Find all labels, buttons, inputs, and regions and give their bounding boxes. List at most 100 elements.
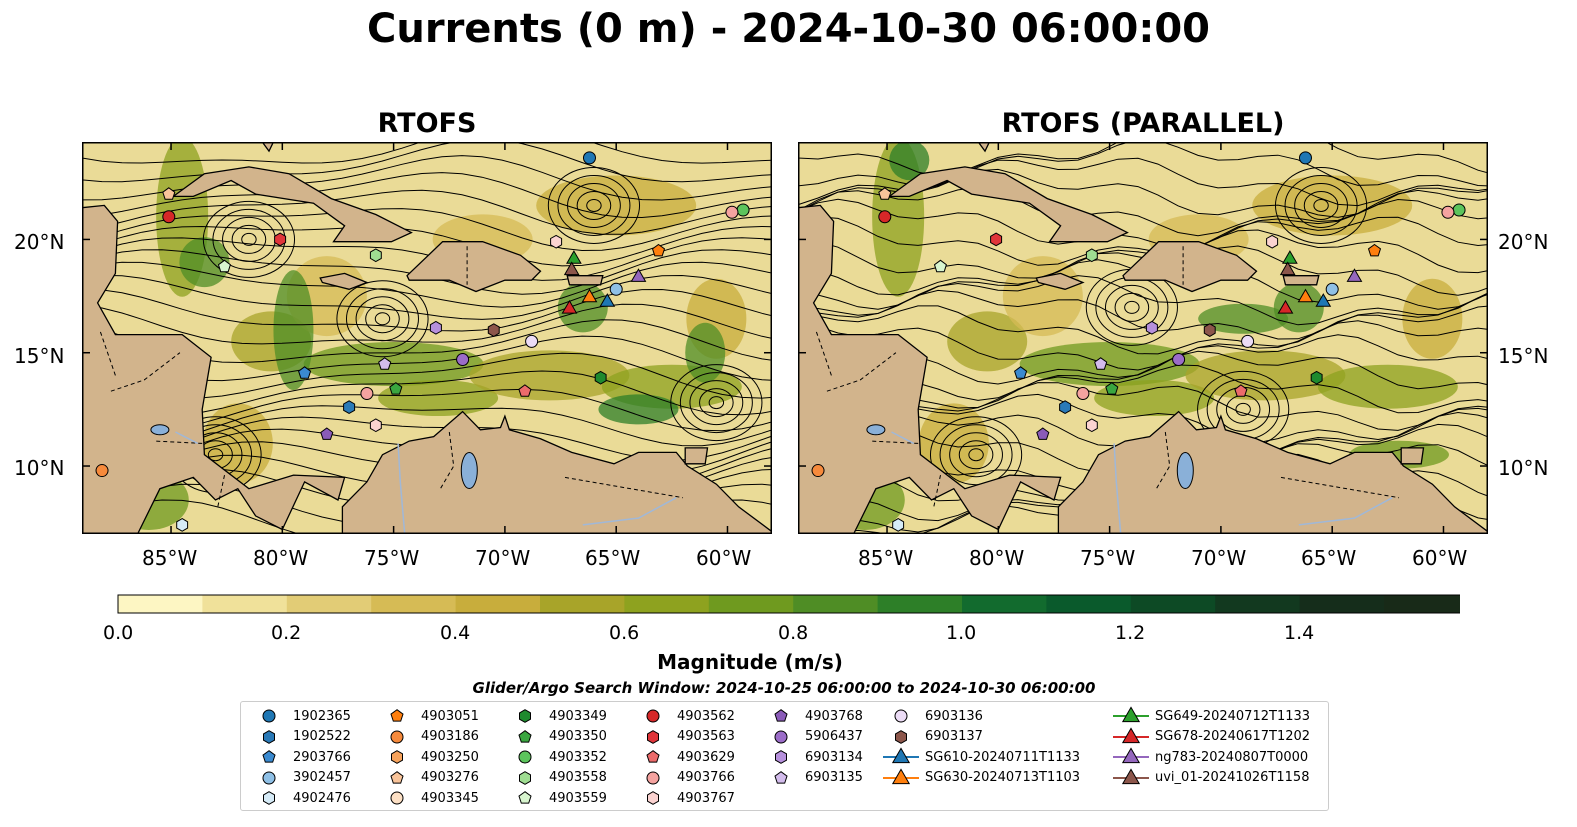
marker-1902365 — [582, 151, 596, 165]
search-window-text: Glider/Argo Search Window: 2024-10-25 06… — [472, 679, 1096, 697]
legend-item-6903135: 6903135 — [761, 768, 863, 788]
legend-item-5906437: 5906437 — [761, 727, 863, 747]
circle-marker-icon — [262, 709, 276, 723]
lakes — [150, 424, 478, 490]
pentagon-marker-icon — [774, 770, 788, 784]
legend-item-6903134: 6903134 — [761, 747, 863, 767]
legend-label: 4903250 — [421, 749, 479, 765]
hexagon-marker-icon — [263, 791, 275, 806]
marker-4903352 — [1452, 203, 1466, 217]
lon-tick-label: 60°W — [1412, 546, 1468, 570]
pentagon-marker-icon — [262, 750, 276, 763]
legend-item-4903276: 4903276 — [377, 768, 479, 788]
lon-tick-label: 85°W — [858, 546, 914, 570]
legend-label: SG649-20240712T1133 — [1155, 708, 1311, 724]
landmass-trinidad — [1400, 447, 1425, 465]
map-frame — [798, 142, 1488, 534]
lon-tick-label: 65°W — [1301, 546, 1357, 570]
lat-tick-label: 15°N — [14, 344, 65, 368]
legend-label: 4903352 — [549, 749, 607, 765]
landmass-florida — [977, 142, 991, 153]
marker-6903135 — [378, 357, 392, 370]
marker-4903186 — [95, 464, 109, 478]
legend-item-4903629: 4903629 — [633, 747, 735, 767]
landmass-jamaica — [319, 272, 369, 290]
legend-label: 1902365 — [293, 708, 351, 724]
legend-item-4903186: 4903186 — [377, 727, 479, 747]
marker-4903767 — [550, 234, 563, 249]
marker-4903350 — [389, 382, 403, 395]
marker-6903134 — [429, 320, 442, 335]
lake-maracaibo — [460, 452, 478, 490]
legend-label: 4903349 — [549, 708, 607, 724]
circle-marker-icon — [774, 730, 788, 744]
marker-3902457 — [609, 282, 623, 296]
marker-4903558 — [369, 248, 382, 263]
landmass-puerto-rico — [566, 275, 604, 286]
colorbar-segment — [877, 595, 963, 613]
marker-4903349 — [1310, 370, 1323, 385]
lake-nicaragua — [866, 424, 886, 436]
colorbar-tick-label: 1.2 — [1115, 622, 1146, 644]
triangle-marker-icon — [1113, 747, 1149, 764]
legend-label: 4903350 — [549, 729, 607, 745]
hexagon-marker-icon — [519, 709, 531, 723]
legend-item-SG630-20240713T1103: SG630-20240713T1103 — [881, 768, 1080, 788]
landmass-cuba — [171, 166, 413, 243]
landmass-central-america — [82, 142, 346, 534]
hexagon-marker-icon — [519, 770, 531, 785]
marker-4903350 — [1105, 382, 1119, 395]
legend-label: 4903562 — [677, 708, 735, 724]
marker-4903563 — [990, 232, 1003, 247]
pentagon-marker-icon — [518, 729, 532, 743]
marker-6903135 — [1094, 357, 1108, 370]
lake-maracaibo — [1176, 452, 1194, 490]
lon-tick-label: 80°W — [969, 546, 1025, 570]
platform-markers — [811, 151, 1466, 532]
colorbar-segment — [455, 595, 541, 613]
rivers — [175, 431, 677, 534]
marker-4902476 — [892, 518, 905, 532]
marker-3902457 — [1325, 282, 1339, 296]
legend-label: 4903051 — [421, 708, 479, 724]
marker-1902522 — [1059, 400, 1072, 414]
legend-item-4903563: 4903563 — [633, 727, 735, 747]
marker-4903276 — [878, 187, 892, 200]
marker-6903137 — [487, 323, 500, 337]
colorbar-segment — [624, 595, 710, 613]
hexagon-marker-icon — [895, 729, 907, 744]
marker-SG649-20240712T1133 — [1282, 250, 1298, 264]
axis-ticks — [798, 142, 1488, 534]
marker-4903629 — [1234, 384, 1248, 397]
marker-4903768 — [1036, 427, 1050, 440]
landmass-puerto-rico — [1282, 275, 1320, 286]
map-frame — [82, 142, 772, 534]
marker-4903767 — [369, 418, 382, 433]
lakes — [866, 424, 1194, 490]
lon-tick-label: 70°W — [475, 546, 531, 570]
marker-4903186 — [811, 464, 825, 478]
marker-4903276 — [162, 187, 176, 200]
marker-4902476 — [176, 518, 189, 532]
legend-item-6903136: 6903136 — [881, 706, 983, 726]
rivers — [891, 431, 1393, 534]
legend-item-1902365: 1902365 — [249, 706, 351, 726]
legend-label: 4903766 — [677, 770, 735, 786]
colorbar-tick-label: 1.4 — [1284, 622, 1315, 644]
circle-marker-icon — [646, 771, 660, 785]
hexagon-marker-icon — [391, 750, 403, 765]
marker-4903559 — [933, 259, 947, 273]
pentagon-marker-icon — [518, 791, 532, 804]
marker-SG630-20240713T1103 — [581, 288, 598, 303]
colorbar-tick-label: 0.6 — [609, 622, 640, 644]
legend-label: 5906437 — [805, 729, 863, 745]
legend-label: 4903563 — [677, 729, 735, 745]
marker-SG678-20240617T1202 — [1277, 299, 1294, 314]
marker-6903137 — [1203, 323, 1216, 337]
legend-label: 6903134 — [805, 749, 863, 765]
colorbar-tick-label: 0.4 — [440, 622, 471, 644]
marker-4903562 — [162, 210, 176, 224]
legend-label: 4903345 — [421, 790, 479, 806]
legend-label: 2903766 — [293, 749, 351, 765]
legend-item-4903767: 4903767 — [633, 788, 735, 808]
